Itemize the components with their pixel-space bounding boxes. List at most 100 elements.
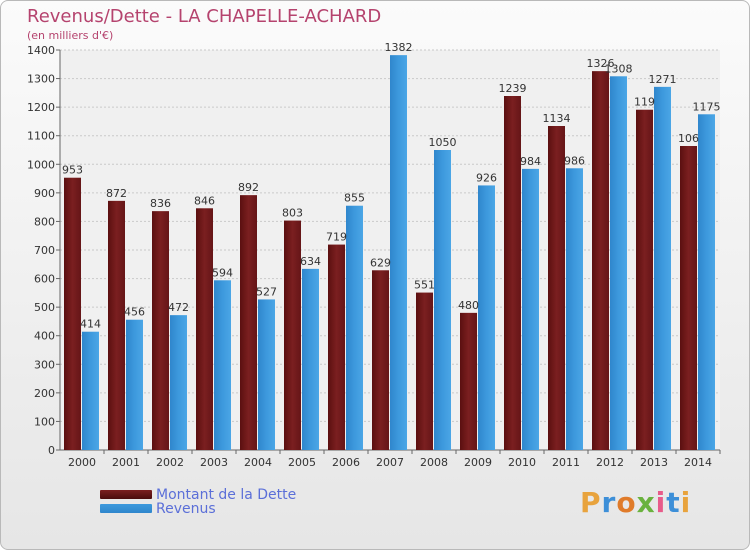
label-revenus-2012: 1308: [605, 62, 633, 75]
logo-letter: t: [666, 486, 681, 519]
label-dette-2001: 872: [106, 187, 127, 200]
bar-revenus-2000: [82, 331, 99, 450]
y-tick-label: 600: [34, 273, 55, 286]
x-tick-label-2012: 2012: [596, 456, 624, 469]
y-tick-label: 1000: [27, 158, 55, 171]
bar-revenus-2006: [346, 205, 363, 450]
bar-revenus-2013: [654, 86, 671, 450]
y-tick-label: 100: [34, 415, 55, 428]
bar-dette-2006: [328, 244, 345, 450]
x-tick-label-2006: 2006: [332, 456, 360, 469]
x-tick-label-2002: 2002: [156, 456, 184, 469]
bar-revenus-2005: [302, 268, 319, 450]
x-tick-label-2014: 2014: [684, 456, 712, 469]
logo-letter: x: [636, 486, 656, 519]
bar-dette-2009: [460, 312, 477, 450]
x-tick-label-2000: 2000: [68, 456, 96, 469]
y-tick-label: 0: [48, 444, 55, 457]
bar-revenus-2014: [698, 114, 715, 451]
bar-dette-2003: [196, 208, 213, 450]
label-dette-2005: 803: [282, 207, 303, 220]
bar-dette-2000: [64, 177, 81, 450]
y-tick-label: 900: [34, 187, 55, 200]
bar-revenus-2012: [610, 76, 627, 451]
label-dette-2000: 953: [62, 164, 83, 177]
bar-revenus-2008: [434, 150, 451, 450]
label-revenus-2009: 926: [476, 171, 497, 184]
legend-label-dette: Montant de la Dette: [156, 487, 297, 503]
chart-subtitle: (en milliers d'€): [27, 29, 114, 42]
bar-dette-2002: [152, 211, 169, 450]
label-dette-2013: 119: [634, 96, 655, 109]
logo-letter: i: [655, 486, 667, 519]
label-dette-2012: 1326: [587, 57, 615, 70]
legend-label-revenus: Revenus: [156, 501, 216, 517]
bar-dette-2005: [284, 220, 301, 450]
chart-title: Revenus/Dette - LA CHAPELLE-ACHARD: [27, 6, 382, 27]
label-revenus-2000: 414: [80, 318, 101, 331]
label-dette-2009: 480: [458, 299, 479, 312]
label-revenus-2001: 456: [124, 306, 145, 319]
label-dette-2007: 629: [370, 256, 391, 269]
label-dette-2008: 551: [414, 279, 435, 292]
bar-dette-2010: [504, 96, 521, 450]
label-revenus-2004: 527: [256, 285, 277, 298]
legend-swatch-dette: [100, 490, 152, 499]
label-revenus-2006: 855: [344, 192, 365, 205]
label-revenus-2003: 594: [212, 266, 233, 279]
logo-letter: o: [616, 486, 637, 519]
label-revenus-2014: 1175: [693, 100, 721, 113]
y-tick-label: 700: [34, 244, 55, 257]
y-tick-label: 200: [34, 387, 55, 400]
label-dette-2010: 1239: [499, 82, 527, 95]
bar-dette-2008: [416, 292, 433, 450]
y-tick-label: 400: [34, 330, 55, 343]
label-dette-2014: 106: [678, 132, 699, 145]
label-revenus-2008: 1050: [429, 136, 457, 149]
x-tick-label-2003: 2003: [200, 456, 228, 469]
label-revenus-2005: 634: [300, 255, 321, 268]
bar-dette-2011: [548, 126, 565, 450]
bar-revenus-2009: [478, 185, 495, 450]
x-tick-label-2010: 2010: [508, 456, 536, 469]
label-dette-2004: 892: [238, 181, 259, 194]
x-tick-label-2013: 2013: [640, 456, 668, 469]
y-tick-label: 1100: [27, 130, 55, 143]
y-tick-label: 1400: [27, 44, 55, 57]
logo-letter: P: [580, 486, 602, 519]
legend-swatch-revenus: [100, 504, 152, 513]
x-tick-label-2009: 2009: [464, 456, 492, 469]
bar-dette-2012: [592, 71, 609, 451]
label-revenus-2010: 984: [520, 155, 541, 168]
y-tick-label: 800: [34, 215, 55, 228]
bar-revenus-2010: [522, 168, 539, 450]
x-tick-label-2008: 2008: [420, 456, 448, 469]
x-tick-label-2005: 2005: [288, 456, 316, 469]
label-revenus-2013: 1271: [649, 73, 677, 86]
label-revenus-2007: 1382: [385, 41, 413, 54]
bar-dette-2001: [108, 200, 125, 450]
label-dette-2003: 846: [194, 194, 215, 207]
bar-dette-2013: [636, 109, 653, 450]
y-tick-label: 300: [34, 358, 55, 371]
bar-revenus-2007: [390, 55, 407, 451]
label-revenus-2002: 472: [168, 301, 189, 314]
proxiti-logo: Proxiti: [580, 486, 691, 519]
bar-revenus-2002: [170, 315, 187, 450]
label-dette-2006: 719: [326, 231, 347, 244]
y-tick-label: 1200: [27, 101, 55, 114]
x-tick-label-2004: 2004: [244, 456, 272, 469]
x-tick-label-2011: 2011: [552, 456, 580, 469]
bar-dette-2004: [240, 195, 257, 450]
y-tick-label: 1300: [27, 73, 55, 86]
logo-letter: i: [680, 486, 692, 519]
bar-dette-2007: [372, 270, 389, 450]
label-dette-2002: 836: [150, 197, 171, 210]
bar-dette-2014: [680, 146, 697, 450]
label-dette-2011: 1134: [543, 112, 571, 125]
bar-revenus-2001: [126, 319, 143, 450]
bar-revenus-2003: [214, 280, 231, 450]
y-tick-label: 500: [34, 301, 55, 314]
bar-revenus-2004: [258, 299, 275, 450]
